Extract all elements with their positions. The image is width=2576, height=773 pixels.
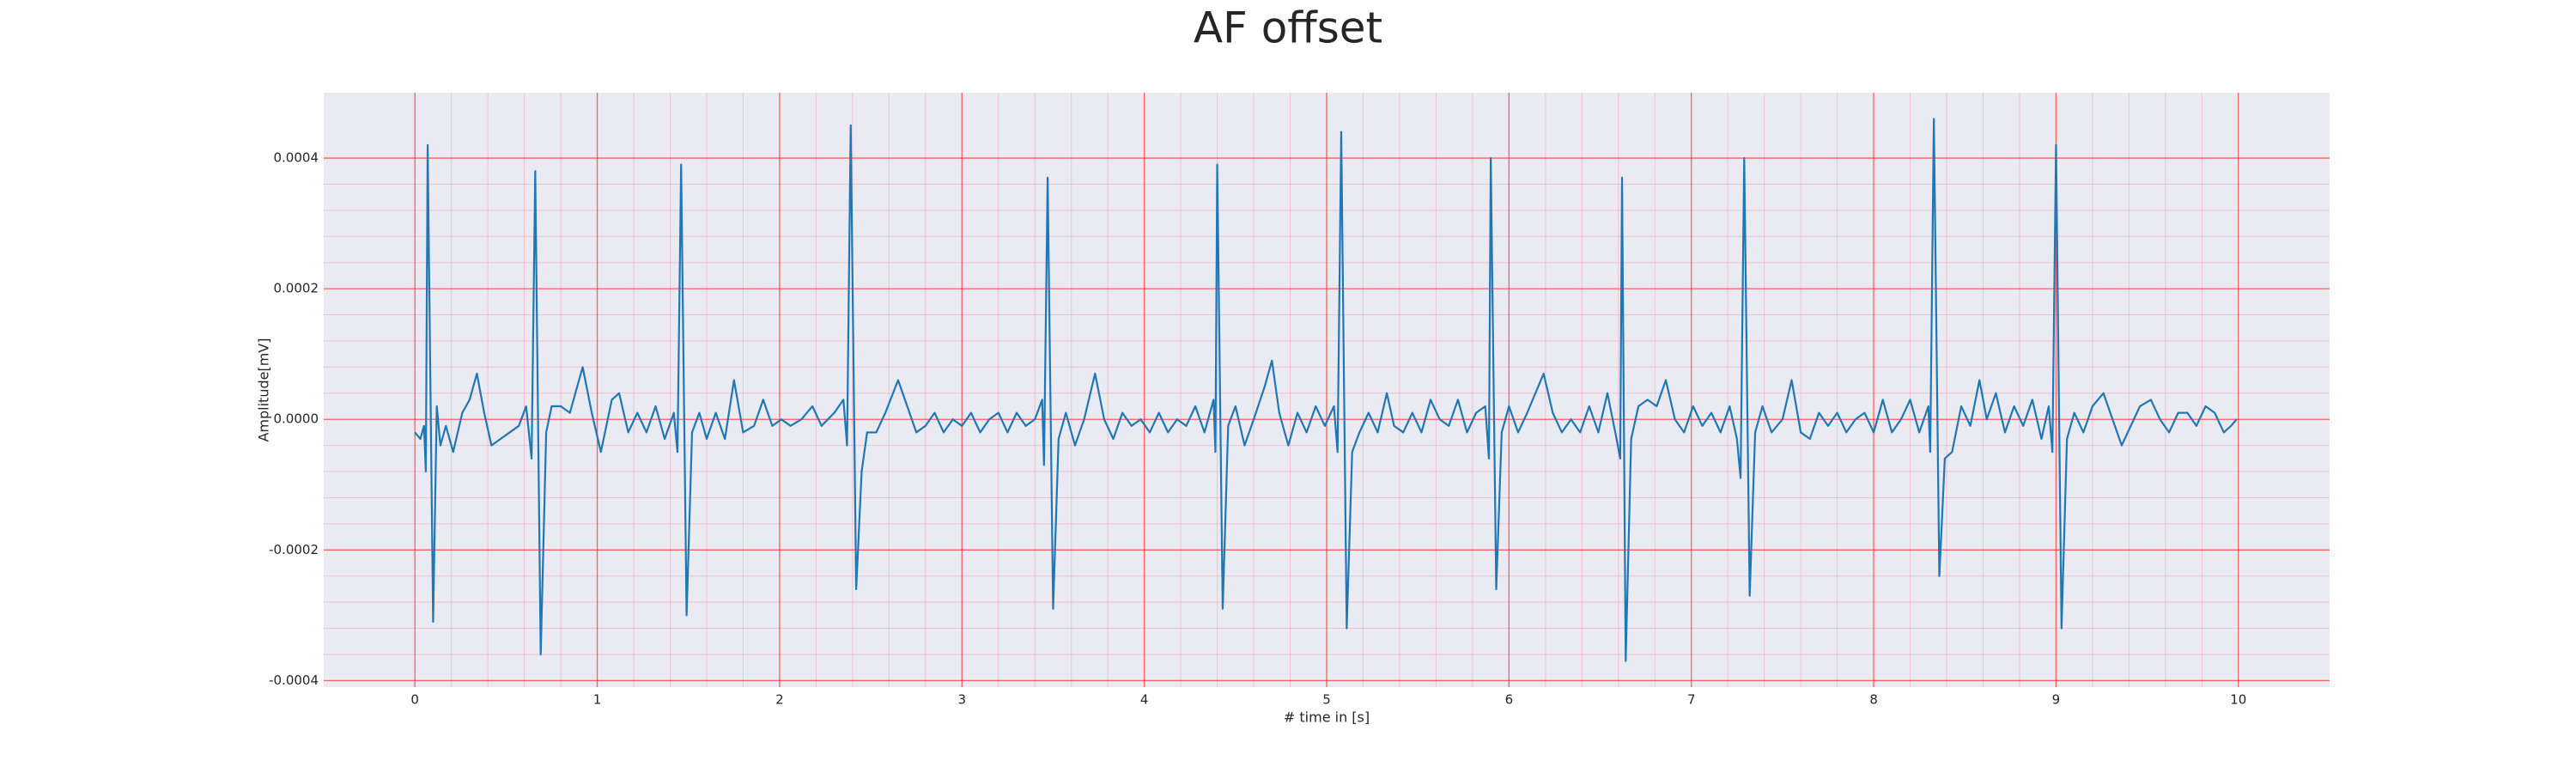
x-tick-label: 9 [2052,692,2061,708]
x-tick-label: 2 [775,692,784,708]
x-tick-label: 8 [1869,692,1878,708]
x-axis-label: # time in [s] [1284,709,1370,726]
x-tick-label: 10 [2230,692,2246,708]
y-tick-label: -0.0002 [269,542,319,557]
y-tick-label: 0.0004 [274,150,319,166]
x-tick-label: 1 [593,692,602,708]
y-tick-label: 0.0002 [274,281,319,296]
y-tick-label: -0.0004 [269,673,319,688]
y-axis-label: Amplitude[mV] [256,338,272,441]
x-tick-label: 0 [410,692,419,708]
x-tick-label: 5 [1322,692,1331,708]
y-tick-label: 0.0000 [274,411,319,427]
x-tick-label: 3 [957,692,966,708]
x-tick-label: 7 [1687,692,1696,708]
x-tick-label: 4 [1140,692,1149,708]
chart-title: AF offset [1194,3,1382,53]
signal-line [414,118,2238,662]
x-tick-label: 6 [1505,692,1514,708]
